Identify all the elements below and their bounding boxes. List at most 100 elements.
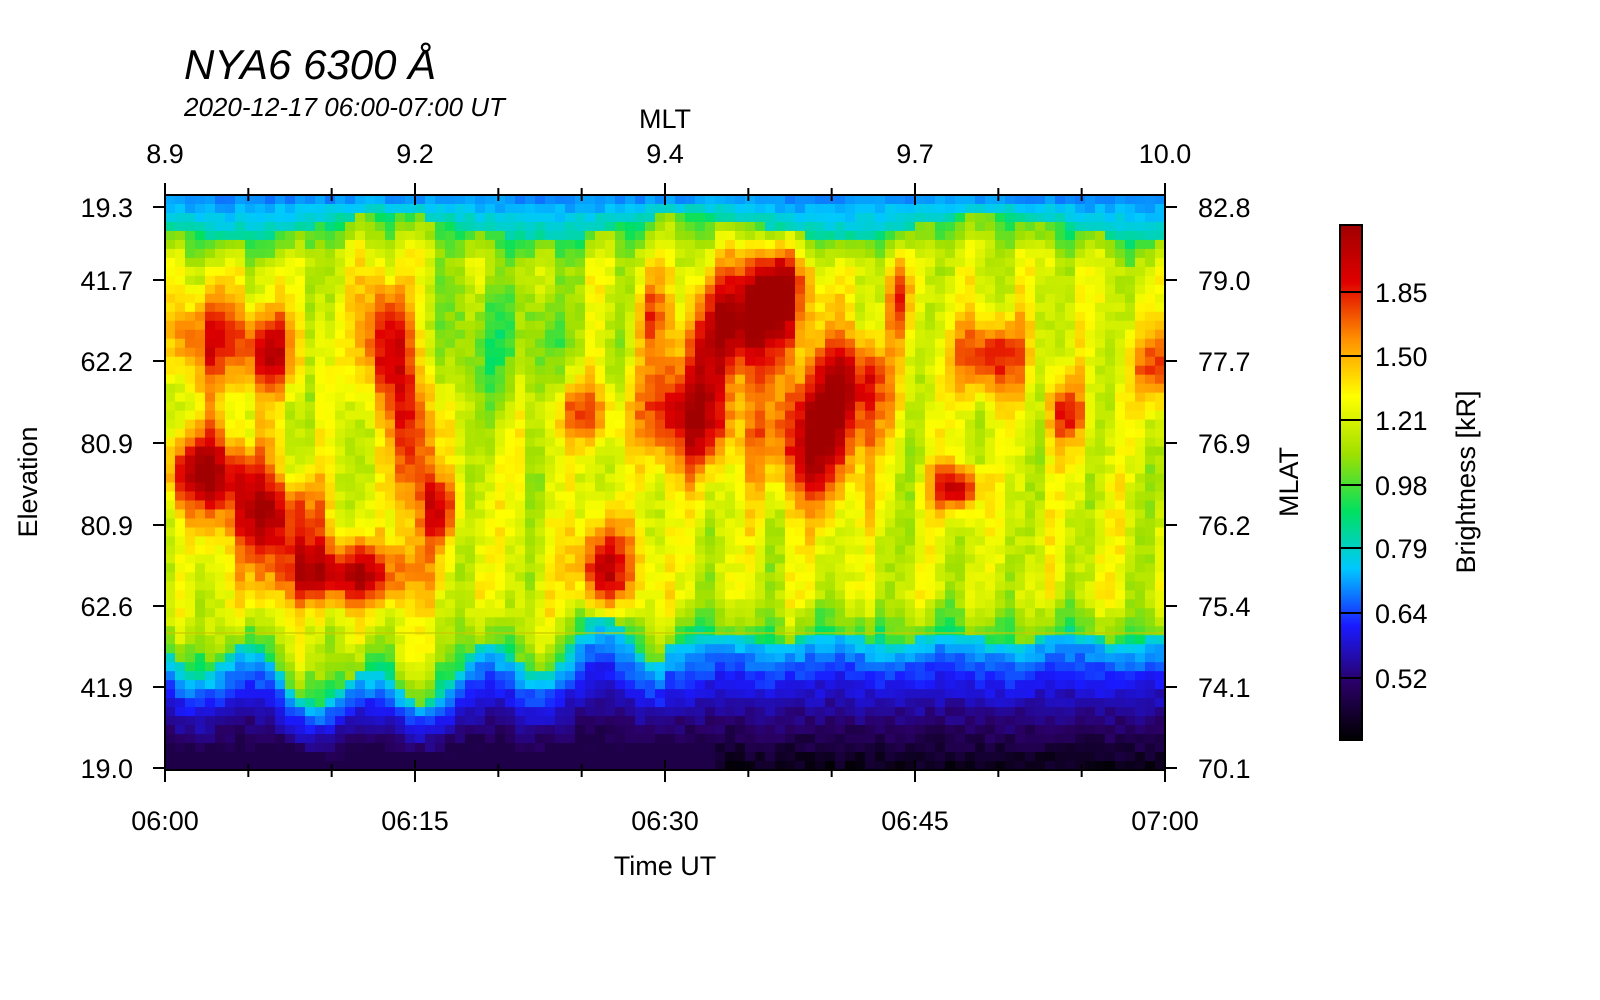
heatmap-cell <box>465 581 476 591</box>
heatmap-cell <box>445 716 456 726</box>
heatmap-cell <box>565 707 576 717</box>
heatmap-cell <box>435 536 446 546</box>
heatmap-cell <box>245 464 256 475</box>
heatmap-cell <box>895 545 906 555</box>
heatmap-cell <box>845 446 856 457</box>
heatmap-cell <box>365 680 376 690</box>
heatmap-cell <box>545 734 556 744</box>
heatmap-cell <box>905 734 916 744</box>
heatmap-cell <box>345 563 356 573</box>
heatmap-cell <box>605 662 616 672</box>
heatmap-cell <box>815 230 826 241</box>
heatmap-cell <box>175 275 186 286</box>
heatmap-cell <box>535 239 546 250</box>
heatmap-cell <box>765 293 776 304</box>
heatmap-cell <box>755 509 766 520</box>
heatmap-cell <box>395 545 406 555</box>
heatmap-cell <box>625 599 636 609</box>
heatmap-cell <box>675 383 686 394</box>
heatmap-cell <box>185 527 196 537</box>
heatmap-cell <box>565 662 576 672</box>
heatmap-cell <box>615 698 626 708</box>
heatmap-cell <box>315 545 326 555</box>
heatmap-cell <box>485 212 496 223</box>
heatmap-cell <box>905 239 916 250</box>
heatmap-cell <box>765 455 776 466</box>
heatmap-cell <box>425 743 436 753</box>
heatmap-cell <box>185 221 196 232</box>
heatmap-cell <box>845 680 856 690</box>
heatmap-cell <box>735 212 746 223</box>
heatmap-cell <box>555 329 566 340</box>
heatmap-cell <box>315 509 326 520</box>
heatmap-cell <box>525 401 536 412</box>
heatmap-cell <box>655 266 666 277</box>
heatmap-cell <box>385 383 396 394</box>
heatmap-cell <box>845 572 856 582</box>
heatmap-cell <box>205 554 216 564</box>
heatmap-cell <box>505 752 516 762</box>
heatmap-cell <box>415 653 426 663</box>
heatmap-cell <box>655 491 666 502</box>
heatmap-cell <box>205 203 216 214</box>
heatmap-cell <box>275 752 286 762</box>
heatmap-cell <box>825 446 836 457</box>
heatmap-cell <box>645 347 656 358</box>
heatmap-cell <box>905 698 916 708</box>
heatmap-cell <box>425 509 436 520</box>
heatmap-cell <box>475 689 486 699</box>
heatmap-cell <box>485 248 496 259</box>
heatmap-cell <box>385 716 396 726</box>
heatmap-cell <box>535 554 546 564</box>
heatmap-cell <box>855 419 866 430</box>
heatmap-cell <box>515 203 526 214</box>
heatmap-cell <box>435 365 446 376</box>
heatmap-cell <box>635 698 646 708</box>
heatmap-cell <box>785 230 796 241</box>
heatmap-cell <box>215 428 226 439</box>
heatmap-cell <box>215 365 226 376</box>
heatmap-cell <box>885 302 896 313</box>
heatmap-cell <box>535 482 546 493</box>
heatmap-cell <box>575 221 586 232</box>
heatmap-cell <box>595 635 606 645</box>
heatmap-cell <box>325 320 336 331</box>
heatmap-cell <box>815 554 826 564</box>
heatmap-cell <box>825 491 836 502</box>
heatmap-cell <box>515 761 526 771</box>
heatmap-cell <box>525 320 536 331</box>
heatmap-cell <box>465 689 476 699</box>
heatmap-cell <box>215 716 226 726</box>
heatmap-cell <box>785 195 796 205</box>
heatmap-cell <box>925 581 936 591</box>
heatmap-cell <box>765 356 776 367</box>
heatmap-cell <box>935 302 946 313</box>
heatmap-cell <box>455 356 466 367</box>
heatmap-cell <box>315 212 326 223</box>
heatmap-cell <box>185 680 196 690</box>
heatmap-cell <box>325 302 336 313</box>
heatmap-cell <box>915 635 926 645</box>
heatmap-cell <box>725 419 736 430</box>
heatmap-cell <box>555 563 566 573</box>
heatmap-cell <box>555 266 566 277</box>
heatmap-cell <box>295 203 306 214</box>
heatmap-cell <box>515 311 526 322</box>
heatmap-cell <box>815 572 826 582</box>
heatmap-cell <box>235 680 246 690</box>
heatmap-cell <box>785 716 796 726</box>
heatmap-cell <box>425 195 436 205</box>
heatmap-cell <box>775 680 786 690</box>
heatmap-cell <box>425 437 436 448</box>
heatmap-cell <box>635 203 646 214</box>
heatmap-cell <box>295 563 306 573</box>
heatmap-cell <box>225 275 236 286</box>
heatmap-cell <box>845 257 856 268</box>
heatmap-cell <box>575 572 586 582</box>
heatmap-cell <box>695 401 706 412</box>
heatmap-cell <box>925 320 936 331</box>
heatmap-cell <box>175 195 186 205</box>
heatmap-cell <box>675 734 686 744</box>
heatmap-cell <box>275 257 286 268</box>
heatmap-cell <box>815 203 826 214</box>
